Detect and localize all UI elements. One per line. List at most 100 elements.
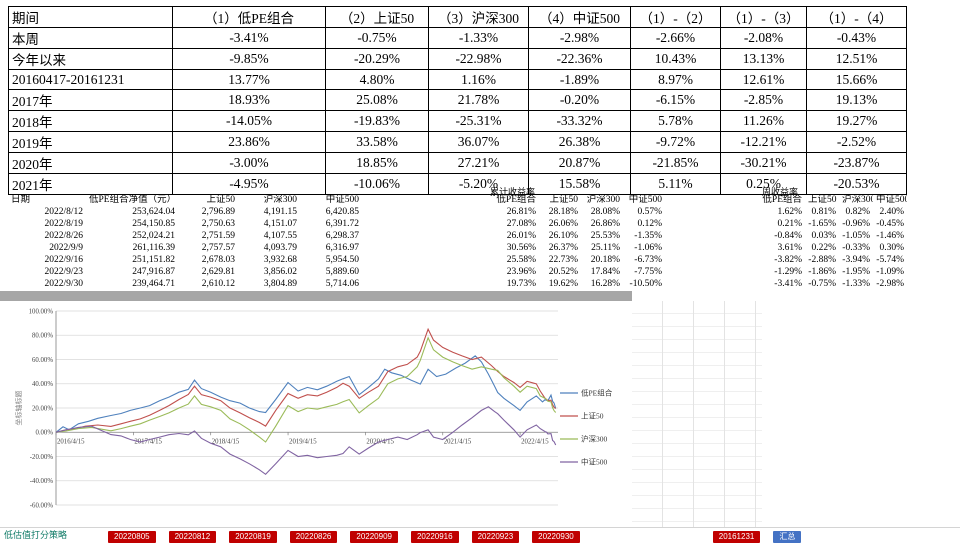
weekly-cell[interactable]: -1.33% [842, 279, 870, 289]
weekly-cell[interactable]: 26.37% [548, 243, 578, 253]
value-cell[interactable]: -1.33% [428, 27, 529, 49]
weekly-cell[interactable]: -10.50% [629, 279, 662, 289]
sheet-tab[interactable]: 汇总 [773, 530, 802, 543]
performance-header-cell[interactable]: （3）沪深300 [428, 6, 529, 28]
value-cell[interactable]: -12.21% [720, 131, 807, 153]
weekly-cell[interactable]: 261,116.39 [132, 243, 175, 253]
sheet-tab[interactable]: 20161231 [712, 530, 761, 543]
period-cell[interactable]: 本周 [8, 27, 173, 49]
weekly-cell[interactable]: -3.94% [842, 255, 870, 265]
weekly-cell[interactable]: 3,932.68 [263, 255, 297, 265]
weekly-cell[interactable]: 2,629.81 [201, 267, 235, 277]
weekly-cell[interactable]: 26.01% [506, 231, 536, 241]
weekly-cell[interactable] [362, 254, 457, 266]
weekly-cell[interactable] [665, 218, 757, 230]
weekly-header-cell[interactable]: 上证50 [206, 195, 235, 205]
weekly-cell[interactable]: -1.46% [876, 231, 904, 241]
value-cell[interactable]: -1.89% [528, 69, 631, 90]
value-cell[interactable]: 5.11% [630, 173, 721, 195]
value-cell[interactable]: -9.72% [630, 131, 721, 153]
value-cell[interactable]: 19.27% [806, 110, 907, 132]
value-cell[interactable]: 27.21% [428, 152, 529, 174]
sheet-tab[interactable]: 20220923 [471, 530, 520, 543]
sheet-tab[interactable]: 20220916 [410, 530, 459, 543]
weekly-cell[interactable]: 19.62% [548, 279, 578, 289]
value-cell[interactable]: -6.15% [630, 89, 721, 111]
value-cell[interactable]: -10.06% [325, 173, 429, 195]
weekly-header-cell[interactable] [665, 194, 757, 206]
active-sheet-label[interactable]: 低估值打分策略 [4, 530, 68, 540]
value-cell[interactable]: -20.29% [325, 48, 429, 70]
weekly-cell[interactable]: 6,316.97 [325, 243, 359, 253]
weekly-cell[interactable]: 5,889.60 [325, 267, 359, 277]
weekly-cell[interactable]: 0.57% [637, 207, 662, 217]
weekly-cell[interactable]: 2022/9/30 [44, 279, 83, 289]
weekly-cell[interactable]: 2022/8/12 [44, 207, 83, 217]
weekly-cell[interactable]: -5.74% [876, 255, 904, 265]
weekly-cell[interactable]: 252,024.21 [132, 231, 175, 241]
value-cell[interactable]: -22.36% [528, 48, 631, 70]
value-cell[interactable]: -33.32% [528, 110, 631, 132]
value-cell[interactable]: 13.13% [720, 48, 807, 70]
value-cell[interactable]: 23.86% [172, 131, 326, 153]
weekly-cell[interactable]: 253,624.04 [132, 207, 175, 217]
weekly-cell[interactable]: -1.09% [876, 267, 904, 277]
weekly-cell[interactable] [362, 278, 457, 290]
weekly-cell[interactable]: -0.96% [842, 219, 870, 229]
weekly-header-cell[interactable]: 上证50 [808, 195, 837, 205]
weekly-cell[interactable]: -1.29% [774, 267, 802, 277]
weekly-cell[interactable]: 247,916.87 [132, 267, 175, 277]
weekly-cell[interactable]: 28.18% [548, 207, 578, 217]
value-cell[interactable]: 13.77% [172, 69, 326, 90]
value-cell[interactable]: 15.66% [806, 69, 907, 90]
sheet-tab[interactable]: 20220826 [289, 530, 338, 543]
performance-header-cell[interactable]: （1）-（4） [806, 6, 907, 28]
weekly-cell[interactable]: 27.08% [506, 219, 536, 229]
performance-header-cell[interactable]: （1）-（2） [630, 6, 721, 28]
weekly-cell[interactable]: 2,610.12 [201, 279, 235, 289]
value-cell[interactable]: 10.43% [630, 48, 721, 70]
weekly-cell[interactable]: 0.21% [777, 219, 802, 229]
value-cell[interactable]: 12.61% [720, 69, 807, 90]
value-cell[interactable]: -2.85% [720, 89, 807, 111]
value-cell[interactable]: -30.21% [720, 152, 807, 174]
sheet-tab[interactable]: 20220930 [532, 530, 580, 543]
value-cell[interactable]: 1.16% [428, 69, 529, 90]
weekly-cell[interactable]: 26.81% [506, 207, 536, 217]
value-cell[interactable]: 18.85% [325, 152, 429, 174]
weekly-header-cell[interactable]: 中证500 [628, 195, 662, 205]
weekly-header-cell[interactable]: 低PE组合净值（元） [89, 195, 177, 205]
weekly-cell[interactable]: 4,151.07 [263, 219, 297, 229]
weekly-cell[interactable] [665, 242, 757, 254]
value-cell[interactable]: -0.20% [528, 89, 631, 111]
weekly-cell[interactable]: 2022/9/16 [44, 255, 83, 265]
weekly-header-cell[interactable]: 沪深300 [842, 195, 873, 205]
weekly-cell[interactable]: 25.53% [590, 231, 620, 241]
weekly-cell[interactable]: 3,804.89 [263, 279, 297, 289]
value-cell[interactable]: 5.78% [630, 110, 721, 132]
weekly-header-cell[interactable]: 低PE组合 [762, 195, 802, 205]
weekly-cell[interactable] [665, 266, 757, 278]
weekly-cell[interactable]: 17.84% [590, 267, 620, 277]
weekly-cell[interactable]: -3.41% [774, 279, 802, 289]
performance-header-cell[interactable]: （1）-（3） [720, 6, 807, 28]
weekly-cell[interactable]: -1.65% [808, 219, 836, 229]
value-cell[interactable]: -2.66% [630, 27, 721, 49]
weekly-cell[interactable]: 4,191.15 [263, 207, 297, 217]
weekly-cell[interactable]: -2.88% [808, 255, 836, 265]
weekly-cell[interactable]: -7.75% [634, 267, 662, 277]
value-cell[interactable]: -14.05% [172, 110, 326, 132]
weekly-cell[interactable]: 2022/8/19 [44, 219, 83, 229]
period-cell[interactable]: 2020年 [8, 152, 173, 174]
value-cell[interactable]: 33.58% [325, 131, 429, 153]
sheet-tab[interactable]: 20220812 [168, 530, 217, 543]
sheet-tab[interactable]: 20220805 [108, 530, 156, 543]
weekly-cell[interactable]: 0.30% [879, 243, 904, 253]
weekly-cell[interactable]: 3,856.02 [263, 267, 297, 277]
value-cell[interactable]: -3.00% [172, 152, 326, 174]
weekly-cell[interactable]: 251,151.82 [132, 255, 175, 265]
weekly-cell[interactable]: 0.82% [845, 207, 870, 217]
value-cell[interactable]: -22.98% [428, 48, 529, 70]
weekly-cell[interactable]: 3.61% [777, 243, 802, 253]
weekly-cell[interactable]: 25.11% [591, 243, 620, 253]
